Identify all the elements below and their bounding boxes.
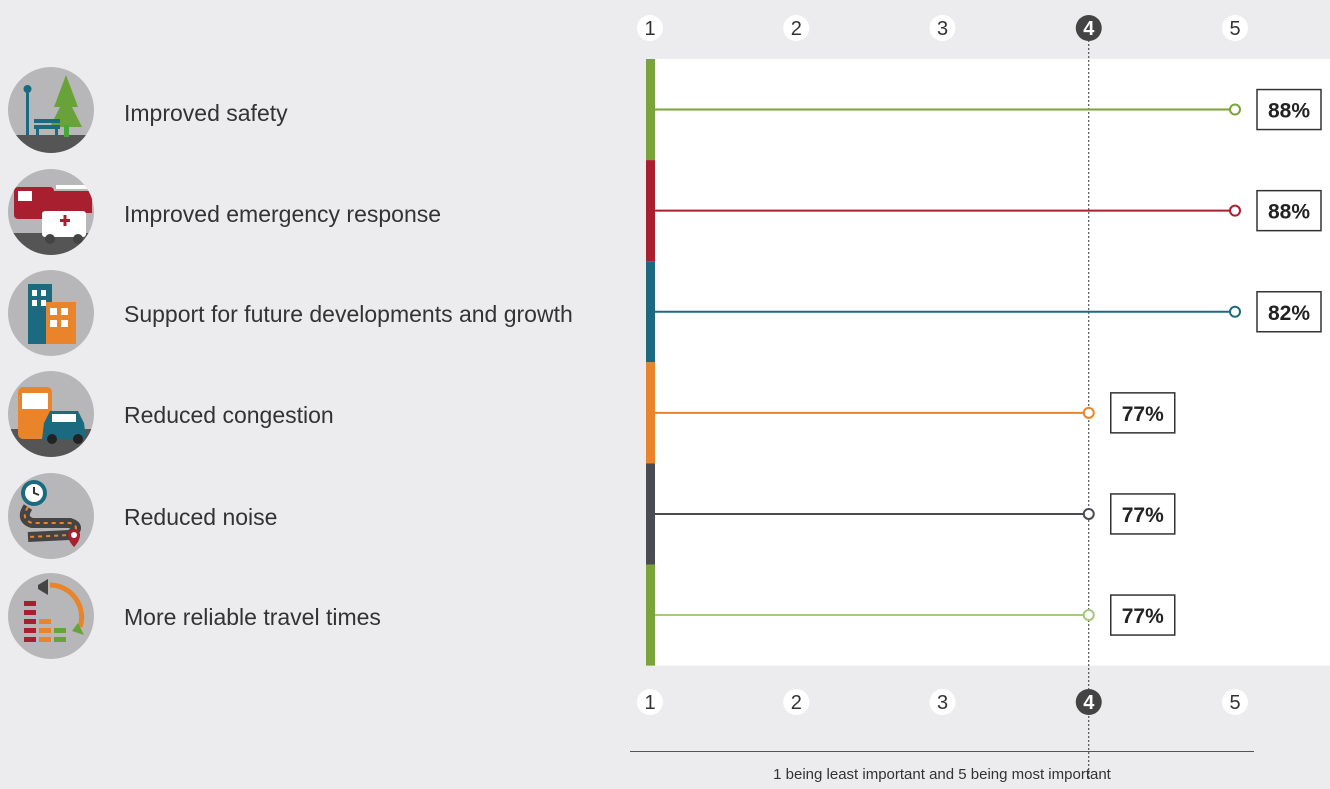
top-tick-label-1: 1 xyxy=(644,18,655,40)
percent-label-1: 88% xyxy=(1268,201,1310,224)
bottom-tick-label-1: 1 xyxy=(644,692,655,714)
row-label-travel-times: More reliable travel times xyxy=(124,604,381,630)
row-label-growth: Support for future developments and grow… xyxy=(124,301,573,327)
row-bar-5 xyxy=(646,564,655,666)
row-label-emergency: Improved emergency response xyxy=(124,201,442,227)
row-bar-2 xyxy=(646,261,655,363)
park-bench-tree-icon xyxy=(8,67,94,153)
top-tick-circle-3 xyxy=(929,15,956,41)
percent-label-5: 77% xyxy=(1122,605,1164,628)
series-point-5 xyxy=(1082,609,1095,622)
top-tick-circle-2 xyxy=(783,15,810,41)
percent-box-3 xyxy=(1110,392,1176,434)
row-label-congestion: Reduced congestion xyxy=(124,402,334,428)
row-bar-0 xyxy=(646,59,655,161)
top-tick-label-4: 4 xyxy=(1083,18,1095,40)
bus-car-icon xyxy=(8,371,94,457)
bottom-tick-circle-1 xyxy=(637,689,663,715)
percent-box-4 xyxy=(1110,493,1176,535)
series-point-0 xyxy=(1229,103,1241,116)
row-label-safety: Improved safety xyxy=(124,100,288,126)
row-bar-3 xyxy=(646,362,655,464)
top-tick-label-3: 3 xyxy=(937,18,948,40)
series-point-4 xyxy=(1082,507,1095,520)
percent-box-0 xyxy=(1256,88,1322,131)
footnote-divider xyxy=(630,751,1254,752)
top-tick-circle-5 xyxy=(1222,15,1248,41)
row-bar-4 xyxy=(646,463,655,565)
bottom-tick-label-2: 2 xyxy=(791,692,802,714)
series-point-3 xyxy=(1082,406,1095,419)
series-point-2 xyxy=(1229,305,1241,318)
series-point-1 xyxy=(1229,204,1241,217)
buildings-icon xyxy=(8,270,94,356)
top-tick-circle-4 xyxy=(1075,15,1102,41)
bottom-tick-label-5: 5 xyxy=(1229,692,1240,714)
percent-label-3: 77% xyxy=(1122,403,1164,426)
bottom-tick-circle-5 xyxy=(1222,689,1248,715)
percent-label-2: 82% xyxy=(1268,302,1310,325)
bottom-tick-label-3: 3 xyxy=(937,692,948,714)
percent-box-2 xyxy=(1256,291,1322,333)
winding-road-clock-icon xyxy=(8,473,94,559)
speed-gauge-icon xyxy=(8,573,94,659)
bottom-tick-circle-2 xyxy=(783,689,810,715)
top-tick-circle-1 xyxy=(637,15,663,41)
fire-truck-ambulance-icon xyxy=(8,169,94,255)
percent-label-4: 77% xyxy=(1122,504,1164,527)
footnote: 1 being least important and 5 being most… xyxy=(773,766,1111,783)
row-bar-1 xyxy=(646,160,655,262)
percent-label-0: 88% xyxy=(1268,100,1310,123)
percent-box-5 xyxy=(1110,594,1176,636)
bottom-tick-circle-4 xyxy=(1075,689,1102,715)
top-tick-label-2: 2 xyxy=(791,18,802,40)
bottom-tick-circle-3 xyxy=(929,689,956,715)
bottom-tick-label-4: 4 xyxy=(1083,692,1095,714)
row-label-noise: Reduced noise xyxy=(124,504,278,530)
top-tick-label-5: 5 xyxy=(1229,18,1240,40)
percent-box-1 xyxy=(1256,189,1322,232)
plot-area xyxy=(650,59,1330,666)
